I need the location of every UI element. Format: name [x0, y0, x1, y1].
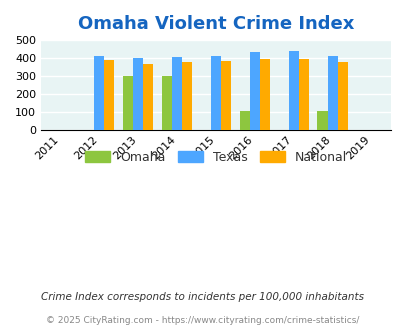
Bar — [327, 56, 337, 130]
Bar — [220, 61, 230, 130]
Bar — [104, 60, 114, 130]
Bar — [259, 58, 269, 130]
Bar — [249, 52, 259, 130]
Bar — [143, 64, 153, 130]
Bar — [133, 58, 143, 130]
Bar — [288, 51, 298, 130]
Bar — [317, 111, 327, 130]
Legend: Omaha, Texas, National: Omaha, Texas, National — [78, 145, 353, 170]
Bar — [162, 77, 172, 130]
Bar — [182, 62, 192, 130]
Text: Crime Index corresponds to incidents per 100,000 inhabitants: Crime Index corresponds to incidents per… — [41, 292, 364, 302]
Bar — [298, 59, 308, 130]
Bar — [94, 56, 104, 130]
Bar — [239, 111, 249, 130]
Text: © 2025 CityRating.com - https://www.cityrating.com/crime-statistics/: © 2025 CityRating.com - https://www.city… — [46, 315, 359, 325]
Bar — [123, 76, 133, 130]
Bar — [211, 56, 220, 130]
Bar — [172, 57, 182, 130]
Bar — [337, 62, 347, 130]
Title: Omaha Violent Crime Index: Omaha Violent Crime Index — [78, 15, 353, 33]
